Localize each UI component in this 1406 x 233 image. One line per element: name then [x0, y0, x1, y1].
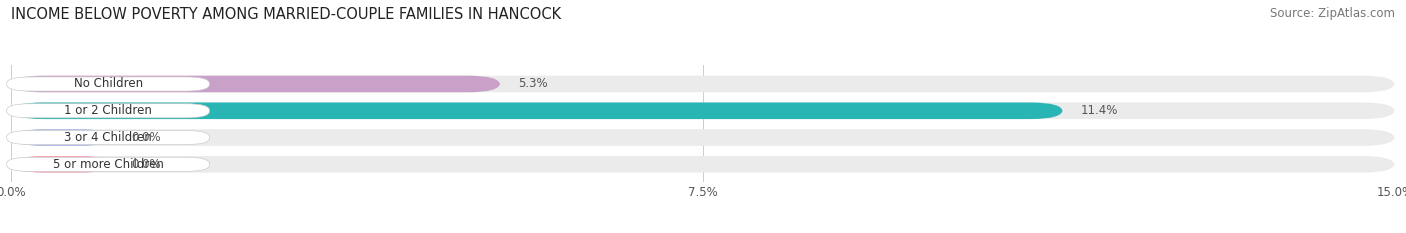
- Text: 1 or 2 Children: 1 or 2 Children: [65, 104, 152, 117]
- Text: 11.4%: 11.4%: [1081, 104, 1119, 117]
- Text: No Children: No Children: [73, 78, 142, 90]
- FancyBboxPatch shape: [11, 156, 1395, 173]
- FancyBboxPatch shape: [11, 129, 112, 146]
- Text: 0.0%: 0.0%: [131, 131, 160, 144]
- Text: 5.3%: 5.3%: [519, 78, 548, 90]
- Text: 5 or more Children: 5 or more Children: [52, 158, 163, 171]
- FancyBboxPatch shape: [11, 103, 1395, 119]
- Text: 3 or 4 Children: 3 or 4 Children: [65, 131, 152, 144]
- FancyBboxPatch shape: [11, 103, 1063, 119]
- FancyBboxPatch shape: [7, 77, 209, 91]
- FancyBboxPatch shape: [11, 129, 1395, 146]
- FancyBboxPatch shape: [7, 104, 209, 118]
- FancyBboxPatch shape: [11, 76, 1395, 92]
- FancyBboxPatch shape: [11, 156, 112, 173]
- Text: Source: ZipAtlas.com: Source: ZipAtlas.com: [1270, 7, 1395, 20]
- FancyBboxPatch shape: [11, 76, 501, 92]
- FancyBboxPatch shape: [7, 157, 209, 171]
- Text: INCOME BELOW POVERTY AMONG MARRIED-COUPLE FAMILIES IN HANCOCK: INCOME BELOW POVERTY AMONG MARRIED-COUPL…: [11, 7, 561, 22]
- Text: 0.0%: 0.0%: [131, 158, 160, 171]
- FancyBboxPatch shape: [7, 130, 209, 145]
